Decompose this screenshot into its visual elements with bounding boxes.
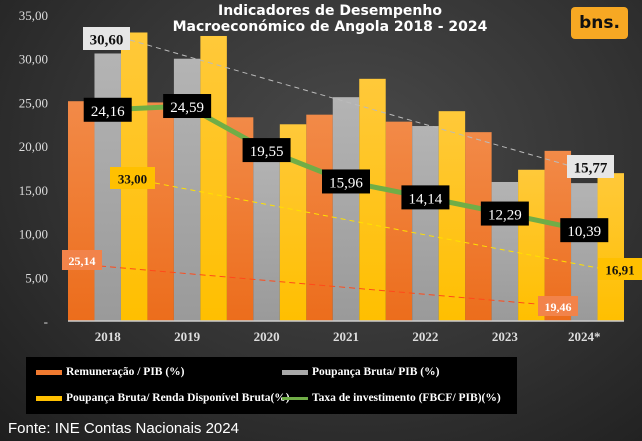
- annotation-poupanca-renda-2024: 16,91: [605, 262, 634, 277]
- bar-poupanca-renda: [359, 78, 386, 321]
- x-tick-label: 2022: [412, 329, 438, 344]
- bar-poupanca-renda: [438, 111, 466, 322]
- y-tick-label: 10,00: [19, 227, 48, 242]
- legend-label: Poupança Bruta/ PIB (%): [312, 366, 440, 378]
- bar-poupanca-pib: [412, 126, 439, 321]
- bar-remuneracao: [306, 114, 333, 321]
- annotation-poupanca-pib-2024: 15,77: [574, 161, 608, 177]
- annotation-poupanca-pib-2018: 30,60: [90, 33, 124, 49]
- bar-remuneracao: [147, 102, 174, 321]
- x-tick-label: 2018: [95, 329, 122, 344]
- legend-item-remuneracao: Remuneração / PIB (%): [36, 366, 185, 378]
- data-label-taxa-investimento: 15,96: [329, 175, 363, 191]
- y-tick-label: 15,00: [19, 183, 48, 198]
- x-tick-label: 2024*: [568, 329, 601, 344]
- y-tick-label: 25,00: [19, 95, 48, 110]
- annotation-remuneracao-2018: 25,14: [69, 254, 96, 268]
- annotation-poupanca-pib-2018-box: [83, 27, 130, 50]
- data-label-taxa-investimento: 24,59: [170, 100, 204, 116]
- y-tick-label: 5,00: [25, 270, 48, 285]
- legend-swatch: [36, 395, 62, 401]
- bar-poupanca-renda: [518, 169, 545, 321]
- y-tick-label: -: [44, 314, 48, 329]
- data-label-box: [322, 169, 370, 194]
- title-line-2: Macroeconómico de Angola 2018 - 2024: [172, 19, 488, 35]
- bar-poupanca-renda: [597, 173, 624, 321]
- legend-item-poupanca-renda: Poupança Bruta/ Renda Disponível Bruta(%…: [36, 392, 290, 404]
- bar-remuneracao: [465, 132, 492, 321]
- annotation-remuneracao-2018-box: [62, 250, 102, 270]
- annotation-remuneracao-2024: 19,46: [545, 300, 572, 314]
- chart-title: Indicadores de Desempenho Macroeconómico…: [170, 3, 490, 35]
- bar-poupanca-pib: [253, 149, 280, 321]
- x-tick-label: 2020: [254, 329, 280, 344]
- trendline-poupanca-pib: [129, 39, 568, 166]
- annotation-poupanca-renda-2018-box: [110, 167, 155, 189]
- bar-remuneracao: [385, 121, 413, 321]
- data-label-box: [242, 138, 291, 163]
- data-label-taxa-investimento: 19,55: [250, 144, 284, 160]
- x-tick-label: 2021: [333, 329, 359, 344]
- y-tick-label: 20,00: [19, 139, 48, 154]
- y-tick-label: 30,00: [19, 52, 48, 67]
- legend-swatch: [282, 396, 308, 400]
- legend-swatch: [282, 369, 308, 375]
- annotation-poupanca-renda-2018: 33,00: [118, 171, 147, 186]
- legend-label: Poupança Bruta/ Renda Disponível Bruta(%…: [66, 392, 290, 404]
- annotation-poupanca-pib-2024-box: [567, 155, 614, 178]
- trendline-remuneracao: [99, 265, 549, 306]
- legend-item-poupanca-pib: Poupança Bruta/ PIB (%): [282, 366, 439, 378]
- title-line-1: Indicadores de Desempenho: [218, 3, 442, 19]
- data-label-taxa-investimento: 24,16: [91, 104, 125, 120]
- x-tick-label: 2023: [492, 329, 519, 344]
- annotation-poupanca-renda-2024-box: [598, 258, 642, 280]
- data-label-taxa-investimento: 12,29: [488, 208, 522, 224]
- legend-swatch: [36, 369, 62, 375]
- bar-poupanca-pib: [332, 97, 360, 321]
- source-note: Fonte: INE Contas Nacionais 2024: [8, 420, 239, 437]
- data-label-box: [401, 185, 450, 210]
- data-label-taxa-investimento: 14,14: [409, 191, 443, 207]
- data-label-box: [83, 97, 132, 122]
- x-tick-label: 2019: [174, 329, 201, 344]
- legend-item-taxa-investimento: Taxa de investimento (FBCF/ PIB)(%): [282, 392, 501, 404]
- annotation-remuneracao-2024-box: [538, 296, 578, 316]
- legend-label: Taxa de investimento (FBCF/ PIB)(%): [312, 392, 501, 404]
- y-tick-label: 35,00: [19, 8, 48, 23]
- legend: Remuneração / PIB (%) Poupança Bruta/ PI…: [26, 357, 517, 414]
- data-label-taxa-investimento: 10,39: [567, 224, 601, 240]
- trendline-poupanca-renda: [154, 182, 599, 269]
- data-label-box: [163, 94, 212, 119]
- bar-remuneracao: [68, 101, 95, 321]
- bns-logo: bns.: [571, 7, 628, 39]
- bar-poupanca-renda: [200, 35, 227, 322]
- data-label-box: [560, 218, 609, 243]
- data-label-box: [480, 201, 529, 226]
- legend-label: Remuneração / PIB (%): [66, 366, 185, 378]
